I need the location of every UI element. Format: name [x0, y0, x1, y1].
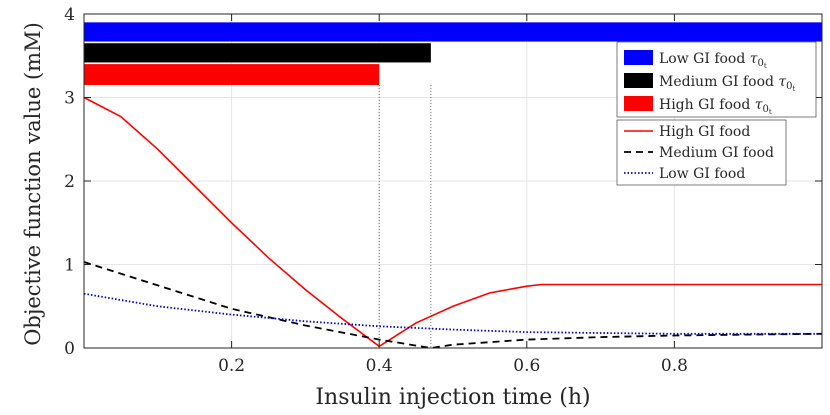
bar-legend: Low GI food τ0t Medium GI food τ0t High GI…	[616, 41, 817, 118]
optimal-time-markers	[378, 84, 432, 348]
high-gi-food-line	[83, 96, 822, 348]
y-tick-label: 1	[64, 256, 75, 276]
x-tick-label: 0.4	[366, 356, 393, 376]
legend-swatch	[624, 96, 653, 111]
optimal-time-bars	[84, 22, 822, 85]
y-tick-label: 0	[64, 339, 75, 359]
medium-gi-food-0t-bar	[84, 43, 431, 63]
medium-gi-food-line	[83, 261, 823, 349]
legend-entry: Medium GI food	[659, 145, 774, 161]
x-tick-label: 0.6	[513, 356, 540, 376]
legend-entry: High GI food τ0t	[659, 97, 772, 116]
y-tick-label: 4	[64, 5, 75, 25]
series-lines	[83, 96, 823, 349]
legend-swatch	[624, 73, 653, 88]
legend-entry: Low GI food	[659, 166, 745, 182]
legend-entry: High GI food	[659, 124, 750, 140]
legend-entry: Medium GI food τ0t	[659, 74, 796, 93]
x-tick-label: 0.8	[661, 356, 688, 376]
legend-entry: Low GI food τ0t	[659, 51, 767, 70]
legend-swatch	[624, 50, 653, 65]
axis-ticks: 0.2 0.4 0.6 0.8 0 1 2 3 4	[64, 5, 822, 376]
y-tick-label: 3	[64, 89, 75, 109]
low-gi-food-0t-bar	[84, 22, 822, 42]
x-axis-label: Insulin injection time (h)	[315, 385, 590, 410]
low-gi-food-line	[83, 292, 822, 335]
high-gi-food-0t-bar	[84, 64, 380, 85]
y-axis-label: Objective function value (mM)	[21, 22, 45, 346]
x-tick-label: 0.2	[218, 356, 245, 376]
y-tick-label: 2	[64, 172, 75, 192]
line-legend: High GI food Medium GI food Low GI food	[616, 119, 787, 186]
